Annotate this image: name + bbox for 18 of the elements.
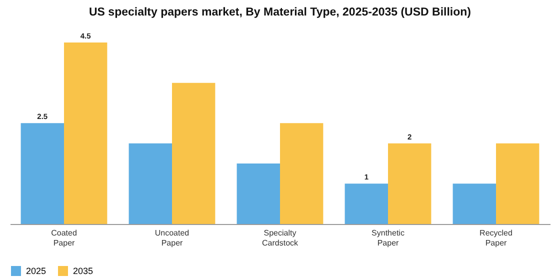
bar <box>452 184 496 224</box>
x-tick-label: Recycled Paper <box>480 228 512 248</box>
bar <box>64 42 108 224</box>
bar <box>344 184 388 224</box>
x-tick-label: Specialty Cardstock <box>262 228 300 248</box>
x-tick-label: Coated Paper <box>51 228 77 248</box>
legend-label: 2035 <box>73 266 94 276</box>
bar <box>128 143 172 224</box>
x-tick-label: Synthetic Paper <box>372 228 404 248</box>
bar <box>172 82 216 224</box>
bar <box>236 164 280 224</box>
bar <box>388 143 432 224</box>
bar <box>20 123 64 224</box>
chart-title: US specialty papers market, By Material Type, 2025-2035 (USD Billion) <box>89 6 472 18</box>
x-tick-label: Uncoated Paper <box>154 228 190 248</box>
bar <box>280 123 324 224</box>
bar <box>496 143 540 224</box>
legend-label: 2025 <box>26 266 46 276</box>
